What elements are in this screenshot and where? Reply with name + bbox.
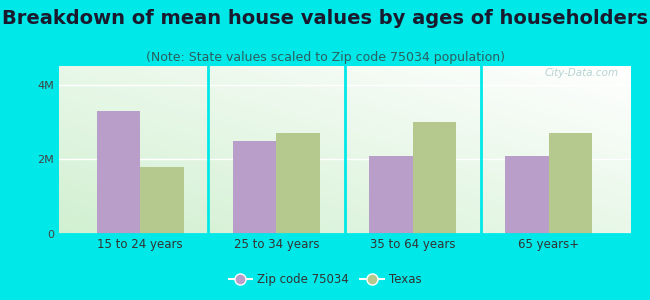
Bar xyxy=(549,133,592,234)
Text: (Note: State values scaled to Zip code 75034 population): (Note: State values scaled to Zip code 7… xyxy=(146,51,504,64)
Bar xyxy=(97,111,140,234)
Bar xyxy=(233,141,276,234)
Bar xyxy=(413,122,456,234)
Bar xyxy=(276,133,320,234)
Bar xyxy=(505,156,549,234)
Text: City-Data.com: City-Data.com xyxy=(545,68,619,78)
Legend: Zip code 75034, Texas: Zip code 75034, Texas xyxy=(224,269,426,291)
Bar xyxy=(369,156,413,234)
Text: Breakdown of mean house values by ages of householders: Breakdown of mean house values by ages o… xyxy=(2,9,648,28)
Bar xyxy=(140,167,184,234)
